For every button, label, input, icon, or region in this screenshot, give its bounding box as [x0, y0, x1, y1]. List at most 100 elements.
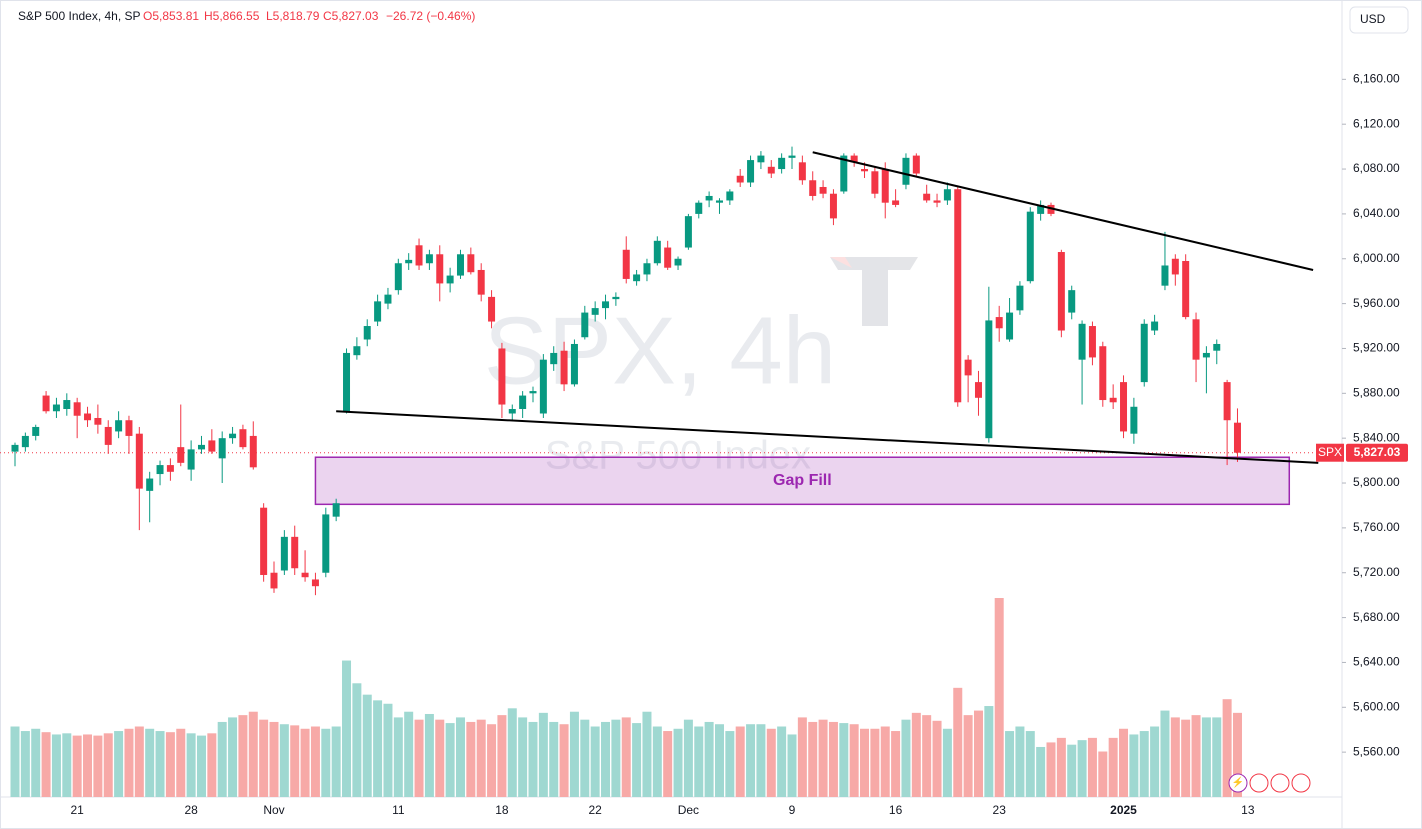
candle-body: [974, 382, 982, 398]
volume-bar: [787, 734, 797, 797]
candle-body: [705, 195, 713, 201]
x-tick-label: 28: [184, 803, 198, 817]
candle-body: [498, 348, 506, 405]
candle-body: [104, 426, 112, 445]
ohlc-change: −26.72 (−0.46%): [386, 9, 475, 23]
volume-bar: [1150, 726, 1160, 797]
x-tick-label: 16: [889, 803, 903, 817]
y-tick-label: 5,920.00: [1353, 341, 1400, 355]
candle-body: [684, 216, 692, 248]
candle-body: [394, 263, 402, 291]
volume-bar: [393, 717, 403, 797]
candle-body: [1192, 319, 1200, 360]
volume-bar: [217, 721, 227, 797]
candle-body: [1099, 346, 1107, 401]
candle-body: [736, 175, 744, 183]
volume-bar: [735, 726, 745, 797]
x-tick-label: Nov: [263, 803, 284, 817]
candle-body: [63, 400, 71, 410]
y-tick-label: 6,160.00: [1353, 72, 1400, 86]
candle-body: [135, 433, 143, 489]
volume-bar: [828, 721, 838, 797]
y-tick-label: 6,000.00: [1353, 251, 1400, 265]
volume-bar: [83, 734, 93, 797]
volume-bar: [704, 721, 714, 797]
volume-bar: [259, 719, 269, 797]
y-tick-label: 5,680.00: [1353, 610, 1400, 624]
candle-body: [581, 312, 589, 338]
volume-bar: [155, 731, 165, 797]
candle-body: [747, 160, 755, 183]
volume-bar: [186, 733, 196, 797]
candle-body: [436, 254, 444, 284]
volume-bar: [145, 728, 155, 797]
ohlc-close: C5,827.03: [323, 9, 379, 23]
candle-body: [11, 444, 19, 452]
logo: [830, 257, 918, 326]
candle-body: [456, 254, 464, 276]
candle-body: [249, 435, 257, 468]
volume-bar: [62, 733, 72, 797]
volume-bar: [1098, 751, 1108, 797]
watermark: SPX, 4h: [484, 297, 836, 404]
y-tick-label: 5,840.00: [1353, 430, 1400, 444]
volume-bar: [590, 726, 600, 797]
candle-body: [177, 447, 185, 463]
volume-bar: [880, 726, 890, 797]
volume-bar: [942, 728, 952, 797]
volume-bar: [352, 683, 362, 797]
volume-bar: [922, 715, 932, 797]
candle-body: [809, 180, 817, 196]
volume-bar: [124, 728, 134, 797]
currency-button[interactable]: [1349, 6, 1409, 34]
volume-bar: [766, 728, 776, 797]
volume-bar: [1025, 731, 1035, 797]
candle-body: [125, 420, 133, 436]
volume-bar: [756, 724, 766, 797]
volume-bar: [839, 723, 849, 797]
candle-body: [715, 200, 723, 203]
ohlc-open: O5,853.81: [143, 9, 199, 23]
footer-icons: ⚡: [1228, 773, 1311, 793]
candle-body: [260, 507, 268, 575]
volume-bar: [746, 724, 756, 797]
candle-body: [529, 391, 537, 394]
volume-bar: [321, 728, 331, 797]
candle-body: [156, 465, 164, 475]
candle-body: [166, 465, 174, 472]
volume-bar: [1232, 712, 1242, 797]
volume-bar: [1181, 719, 1191, 797]
candle-body: [1037, 204, 1045, 214]
candle-body: [301, 572, 309, 578]
volume-bar: [808, 721, 818, 797]
candle-body: [653, 240, 661, 264]
candle-body: [488, 296, 496, 322]
volume-bar: [777, 726, 787, 797]
candle-body: [322, 514, 330, 573]
price-tag: [1316, 443, 1344, 462]
volume-bar: [93, 735, 103, 797]
volume-bar: [228, 717, 238, 797]
candle-body: [767, 166, 775, 174]
candle-body: [353, 346, 361, 356]
volume-bar: [466, 721, 476, 797]
candle-body: [550, 352, 558, 365]
volume-bar: [1129, 734, 1139, 797]
candle-body: [187, 449, 195, 470]
candle-body: [21, 435, 29, 448]
currency[interactable]: USD: [1360, 12, 1386, 26]
volume-bar: [1056, 737, 1066, 797]
y-tick-label: 5,880.00: [1353, 385, 1400, 399]
volume-bar: [362, 694, 372, 797]
candle-body: [539, 359, 547, 414]
price-tag: [1346, 443, 1408, 462]
candle-body: [197, 444, 205, 450]
candle-body: [840, 155, 848, 192]
y-tick-label: 6,120.00: [1353, 116, 1400, 130]
ohlc-low: L5,818.79: [266, 9, 320, 23]
volume-bar: [269, 721, 279, 797]
volume-bar: [632, 723, 642, 797]
volume-bar: [1160, 710, 1170, 797]
candle-body: [446, 275, 454, 284]
